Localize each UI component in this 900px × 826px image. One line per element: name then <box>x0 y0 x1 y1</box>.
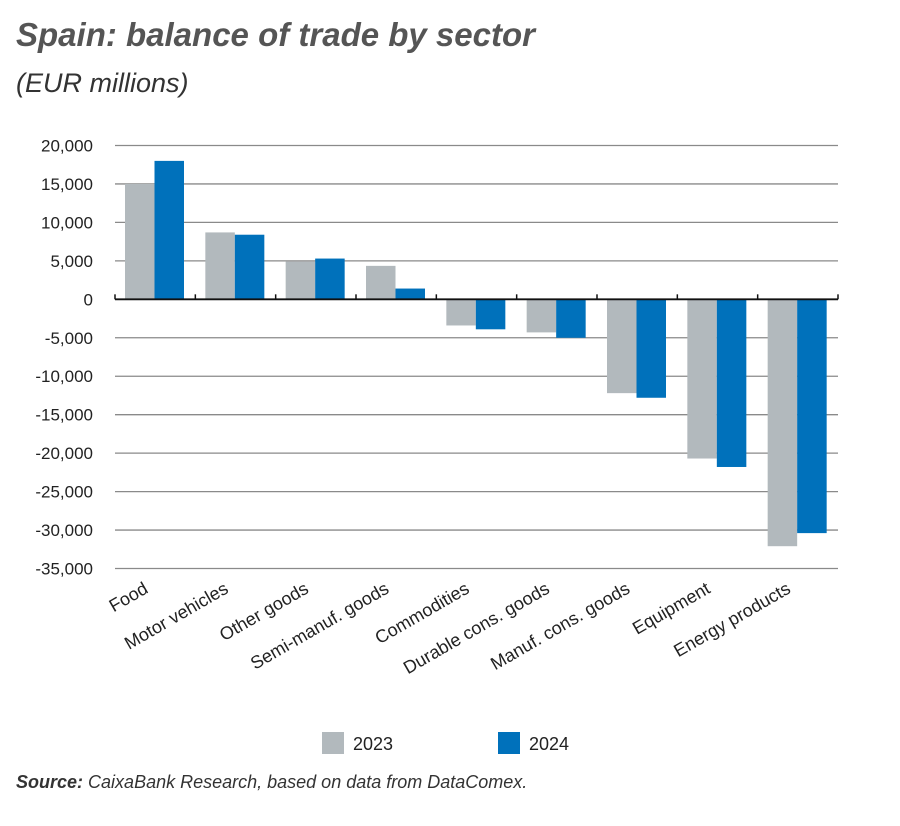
bar-2024-8 <box>797 299 827 534</box>
source-label: Source: <box>16 772 84 792</box>
legend-swatch-2024 <box>498 732 520 754</box>
bar-2023-3 <box>366 265 396 300</box>
y-tick-label: 5,000 <box>50 252 93 271</box>
bar-2024-2 <box>315 258 345 300</box>
bar-2024-7 <box>716 299 747 467</box>
chart-subtitle: (EUR millions) <box>16 68 189 98</box>
y-tick-label: 15,000 <box>41 175 93 194</box>
chart-title: Spain: balance of trade by sector <box>16 16 535 53</box>
bar-2024-3 <box>395 288 425 300</box>
source-text: CaixaBank Research, based on data from D… <box>88 772 528 792</box>
x-category-label: Semi-manuf. goods <box>247 578 392 673</box>
bar-2024-4 <box>475 299 506 330</box>
y-tick-label: 0 <box>84 290 93 309</box>
bar-2024-5 <box>556 299 586 338</box>
x-category-label: Durable cons. goods <box>400 578 553 678</box>
y-tick-label: -20,000 <box>35 444 93 463</box>
y-tick-label: -5,000 <box>45 329 93 348</box>
bar-2024-1 <box>234 234 265 300</box>
y-tick-label: 20,000 <box>41 137 93 156</box>
bar-2024-6 <box>636 299 666 398</box>
y-tick-label: -30,000 <box>35 521 93 540</box>
x-category-label: Manuf. cons. goods <box>487 578 633 674</box>
legend-label-2024: 2024 <box>529 734 569 754</box>
y-tick-label: 10,000 <box>41 213 93 232</box>
bar-2023-1 <box>205 232 235 300</box>
x-category-label: Food <box>106 578 152 616</box>
bar-2023-8 <box>767 299 798 547</box>
bar-2024-0 <box>154 160 184 300</box>
y-tick-label: -10,000 <box>35 367 93 386</box>
bar-2023-5 <box>526 299 557 333</box>
bar-2023-0 <box>125 183 155 300</box>
y-tick-label: -25,000 <box>35 483 93 502</box>
bar-2023-2 <box>285 261 316 300</box>
bar-2023-7 <box>687 299 717 459</box>
y-tick-label: -35,000 <box>35 560 93 579</box>
bar-2023-6 <box>607 299 637 394</box>
source-note: Source: CaixaBank Research, based on dat… <box>16 772 527 793</box>
legend-label-2023: 2023 <box>353 734 393 754</box>
y-tick-label: -15,000 <box>35 406 93 425</box>
bar-2023-4 <box>446 299 476 326</box>
legend-swatch-2023 <box>322 732 344 754</box>
